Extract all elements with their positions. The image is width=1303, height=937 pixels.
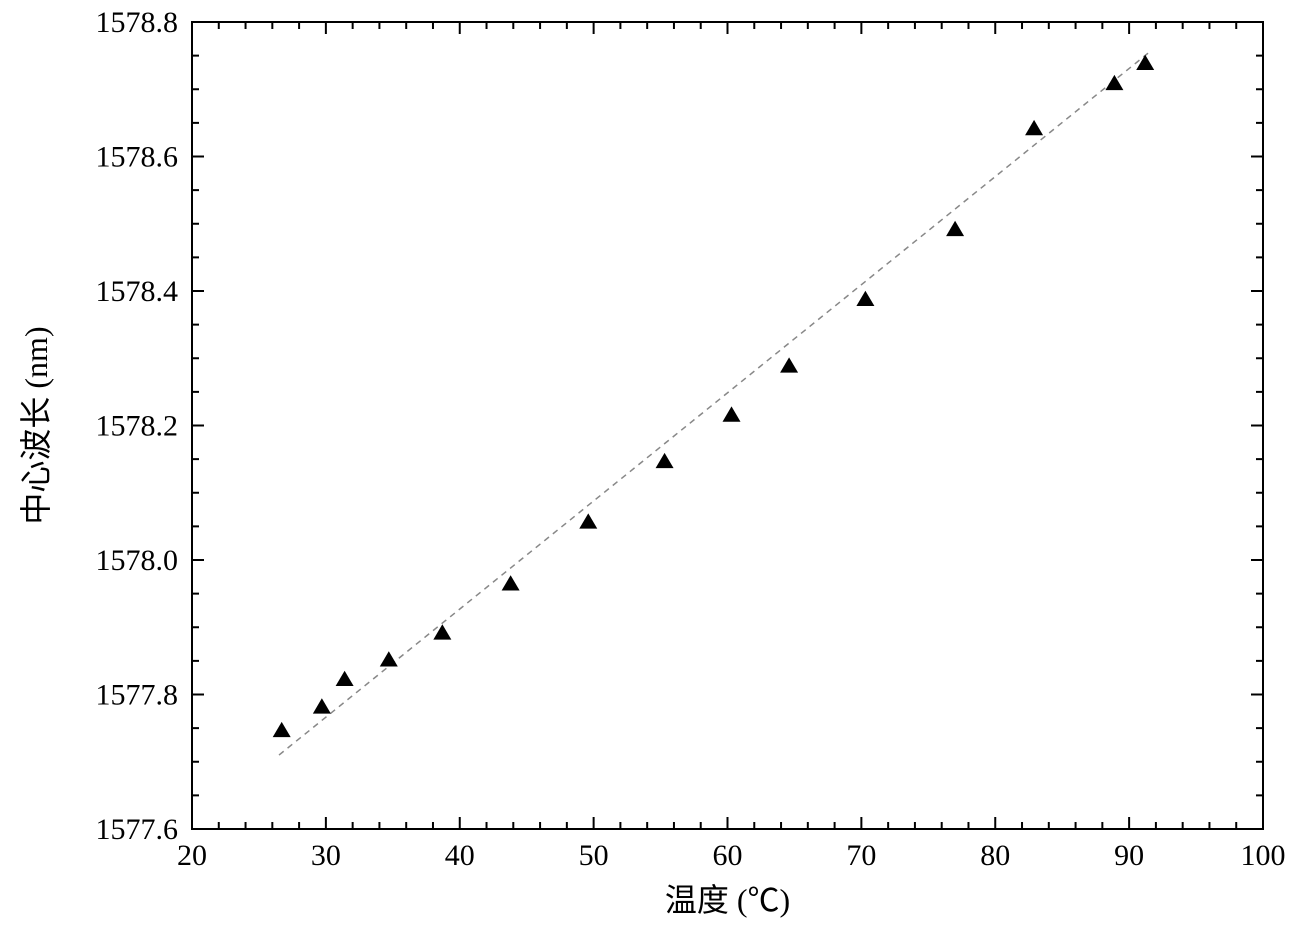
data-point	[1025, 120, 1043, 135]
y-tick-label: 1578.6	[96, 141, 179, 174]
data-point	[579, 513, 597, 528]
x-tick-label: 20	[177, 839, 207, 872]
x-tick-label: 30	[311, 839, 341, 872]
data-point	[780, 357, 798, 372]
data-point	[502, 575, 520, 590]
data-point	[1105, 75, 1123, 90]
y-tick-label: 1577.8	[96, 679, 179, 712]
data-point	[380, 651, 398, 666]
data-point	[273, 722, 291, 737]
chart-svg: 20 30 40 50 60 70 80 90 100 1577.6 1577.8 1578.0 157…	[0, 0, 1303, 932]
y-tick-label: 1578.2	[96, 410, 179, 443]
x-tick-label: 80	[980, 839, 1010, 872]
scatter-chart: 20 30 40 50 60 70 80 90 100 1577.6 1577.8 1578.0 157…	[0, 0, 1303, 932]
x-tick-label: 100	[1241, 839, 1286, 872]
y-axis-title: 中心波长 (nm)	[18, 326, 54, 524]
fit-line	[279, 52, 1149, 755]
y-tick-label: 1578.4	[96, 275, 179, 308]
x-tick-label: 40	[445, 839, 475, 872]
data-point	[723, 406, 741, 421]
y-tick-label: 1578.8	[96, 6, 179, 39]
data-point	[433, 624, 451, 639]
y-tick-label: 1577.6	[96, 813, 179, 846]
data-point	[336, 671, 354, 686]
data-point	[946, 221, 964, 236]
x-tick-label: 90	[1114, 839, 1144, 872]
plot-frame	[192, 22, 1263, 829]
data-point	[1136, 55, 1154, 70]
y-tick-label: 1578.0	[96, 544, 179, 577]
x-tick-label: 70	[846, 839, 876, 872]
x-tick-label: 50	[579, 839, 609, 872]
x-tick-label: 60	[713, 839, 743, 872]
data-point	[313, 698, 331, 713]
data-point	[856, 291, 874, 306]
data-point	[656, 453, 674, 468]
x-axis-title: 温度 (℃)	[665, 882, 790, 918]
